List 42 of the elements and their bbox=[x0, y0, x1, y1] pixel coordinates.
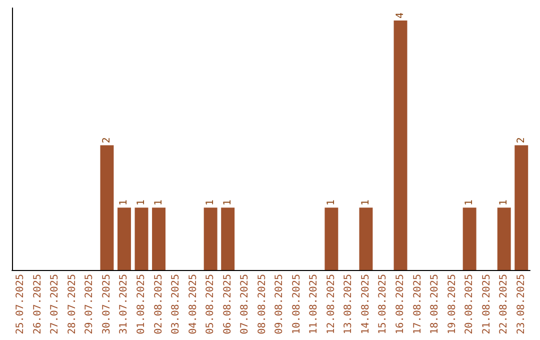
x-tick-label: 11.08.2025 bbox=[308, 274, 320, 334]
data-label: 1 bbox=[136, 200, 147, 206]
x-tick-label: 19.08.2025 bbox=[446, 274, 458, 334]
data-label: 1 bbox=[464, 200, 476, 206]
x-tick-label: 06.08.2025 bbox=[222, 274, 234, 334]
data-label: 2 bbox=[101, 137, 112, 144]
x-tick-label: 21.08.2025 bbox=[481, 274, 492, 334]
data-label: 1 bbox=[498, 200, 510, 206]
data-label: 4 bbox=[395, 12, 406, 18]
x-tick-label: 16.08.2025 bbox=[395, 274, 406, 334]
x-tick-label: 04.08.2025 bbox=[188, 274, 199, 334]
x-tick-label: 28.07.2025 bbox=[66, 274, 78, 334]
data-label: 1 bbox=[205, 200, 216, 206]
x-tick-label: 27.07.2025 bbox=[50, 274, 61, 334]
x-tick-label: 25.07.2025 bbox=[15, 274, 26, 334]
x-tick-label: 09.08.2025 bbox=[274, 274, 286, 334]
x-tick-label: 07.08.2025 bbox=[240, 274, 251, 334]
x-tick-label: 22.08.2025 bbox=[498, 274, 510, 334]
x-tick-label: 26.07.2025 bbox=[32, 274, 44, 334]
data-label: 1 bbox=[326, 200, 337, 206]
x-tick-label: 12.08.2025 bbox=[326, 274, 337, 334]
x-tick-label: 13.08.2025 bbox=[343, 274, 354, 334]
x-tick-label: 30.07.2025 bbox=[101, 274, 112, 334]
data-label: 1 bbox=[118, 200, 130, 206]
x-tick-label: 31.07.2025 bbox=[118, 274, 130, 334]
x-tick-label: 03.08.2025 bbox=[170, 274, 182, 334]
x-tick-label: 14.08.2025 bbox=[360, 274, 372, 334]
x-tick-label: 10.08.2025 bbox=[291, 274, 302, 334]
x-tick-label: 29.07.2025 bbox=[84, 274, 96, 334]
data-label: 1 bbox=[222, 200, 234, 206]
x-tick-label: 02.08.2025 bbox=[153, 274, 164, 334]
x-tick-label: 01.08.2025 bbox=[136, 274, 147, 334]
x-tick-label: 18.08.2025 bbox=[430, 274, 441, 334]
x-tick-label: 17.08.2025 bbox=[412, 274, 424, 334]
data-label: 1 bbox=[153, 200, 164, 206]
x-tick-label: 23.08.2025 bbox=[516, 274, 527, 334]
data-label: 1 bbox=[360, 200, 372, 206]
x-tick-label: 15.08.2025 bbox=[378, 274, 389, 334]
x-tick-label: 08.08.2025 bbox=[256, 274, 268, 334]
x-tick-label: 05.08.2025 bbox=[205, 274, 216, 334]
x-tick-label: 20.08.2025 bbox=[464, 274, 476, 334]
data-label: 2 bbox=[516, 137, 527, 144]
